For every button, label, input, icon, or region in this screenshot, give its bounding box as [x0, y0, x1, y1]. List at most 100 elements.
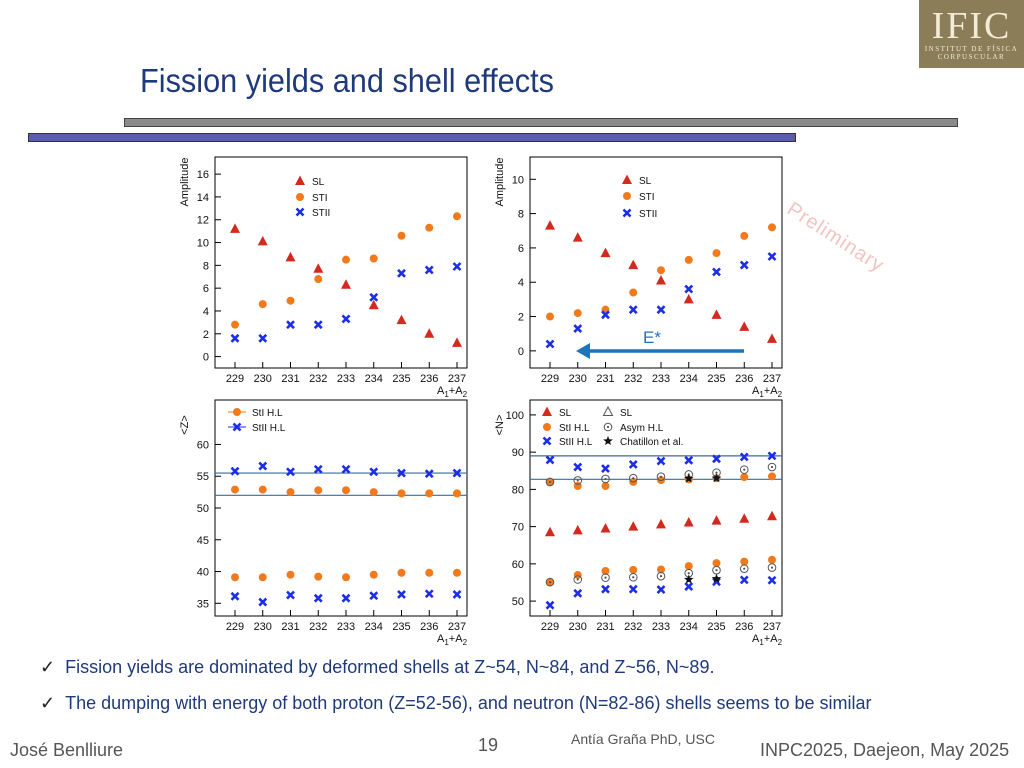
- bullet-2-text: The dumping with energy of both proton (…: [65, 693, 872, 713]
- y-tick-label: 6: [203, 283, 209, 295]
- x-tick-label: 232: [309, 621, 327, 633]
- data-point-stii-high: [712, 454, 721, 464]
- data-point-sti: [258, 300, 267, 309]
- y-tick-label: 55: [197, 471, 209, 483]
- x-tick-label: 231: [281, 621, 299, 633]
- y-tick-label: 60: [197, 439, 209, 451]
- x-tick-label: 229: [541, 621, 559, 633]
- data-point-sti-low: [369, 570, 378, 579]
- x-tick-label: 237: [763, 621, 781, 633]
- legend-label: SL: [559, 408, 572, 419]
- data-point-sti: [425, 223, 434, 232]
- data-point-sti-low: [286, 570, 295, 579]
- x-tick-label: 232: [624, 621, 642, 633]
- data-point-asym-high: [767, 462, 777, 472]
- y-tick-label: 0: [518, 346, 524, 358]
- data-point-sti-high: [453, 489, 461, 498]
- data-point-stii-low: [545, 600, 555, 610]
- data-point-asym-low: [601, 573, 610, 582]
- data-point-sti-low: [601, 566, 610, 575]
- legend-label: SL: [639, 176, 652, 187]
- y-axis-label: <N>: [494, 415, 506, 436]
- data-point-sti: [629, 288, 638, 297]
- data-point-asym-low: [767, 563, 777, 572]
- chart-panel-1: 0 2 4 6 8 10 12 14 16 229 230 231 232 233 234 235 236 237…: [179, 156, 468, 399]
- data-point-sl: [396, 314, 407, 325]
- data-point-sti: [286, 296, 295, 305]
- y-tick-label: 8: [203, 260, 209, 272]
- data-point-asym-high-dot: [632, 477, 635, 480]
- y-axis-label: Amplitude: [179, 158, 191, 207]
- data-point-stii: [230, 333, 240, 343]
- data-point-asym-low: [573, 575, 583, 584]
- data-point-stii-high: [397, 468, 406, 478]
- data-point-stii-high: [628, 460, 638, 469]
- data-point-stii-high: [739, 452, 749, 462]
- legend-marker: [295, 207, 305, 217]
- chart-panel-4: 50 60 70 80 90 100 229 230 231 232 233 234 235 236 237…: [494, 399, 783, 647]
- data-point-sti-low: [573, 571, 582, 580]
- data-point-sti: [546, 312, 554, 321]
- data-point-sti-high: [601, 482, 610, 491]
- data-point-asym-high-dot: [604, 477, 607, 481]
- data-point-stii: [601, 310, 610, 320]
- data-point-stii: [258, 333, 268, 343]
- data-point-stii-low: [230, 591, 240, 601]
- data-point-sti-high: [258, 485, 267, 494]
- data-point-sti-low: [397, 568, 406, 577]
- data-point-stii-low: [369, 591, 379, 601]
- data-point-sti: [453, 212, 461, 221]
- data-point-stii-low: [286, 590, 295, 600]
- data-point-stii-low: [712, 577, 721, 587]
- x-tick-label: 233: [337, 621, 355, 633]
- y-tick-label: 4: [203, 306, 209, 318]
- data-point-sl: [545, 220, 555, 230]
- data-point-stii-low: [628, 584, 638, 594]
- data-point-stii-high: [573, 462, 583, 472]
- data-point-stii: [452, 262, 462, 271]
- data-point-sti: [314, 275, 323, 284]
- data-point-sl: [572, 524, 583, 535]
- y-tick-label: 35: [197, 598, 209, 610]
- data-point-stii: [286, 320, 295, 330]
- data-point-stii: [767, 252, 777, 261]
- logo-sub-text-2: CORPUSCULAR: [937, 53, 1006, 61]
- legend-label: Chatillon et al.: [620, 437, 683, 448]
- data-point-asym-high-dot: [743, 468, 746, 471]
- data-point-stii-high: [601, 464, 610, 473]
- data-point-stii-low: [341, 593, 351, 603]
- data-point-chatillon-high: [684, 473, 694, 483]
- logo-sub-text-1: INSTITUT DE FÍSICA: [924, 45, 1019, 53]
- title-underline-blue: [28, 133, 796, 142]
- legend-label: Asym H.L: [620, 423, 664, 434]
- legend-marker: [603, 422, 613, 432]
- data-point-stii-high: [286, 467, 295, 477]
- legend-label: StII H.L: [252, 423, 286, 434]
- data-point-sti: [740, 231, 749, 240]
- data-point-sti-high: [425, 489, 434, 498]
- y-tick-label: 16: [197, 169, 209, 181]
- y-tick-label: 8: [518, 209, 524, 221]
- x-tick-label: 237: [448, 373, 466, 385]
- bullet-1: ✓ Fission yields are dominated by deforme…: [40, 657, 714, 678]
- data-point-stii-low: [573, 588, 583, 598]
- data-point-sl: [424, 328, 435, 338]
- x-tick-label: 232: [624, 373, 642, 385]
- y-tick-label: 80: [512, 484, 524, 496]
- data-point-stii-high: [656, 456, 666, 466]
- x-axis-label: A1+A2: [752, 633, 783, 647]
- x-tick-label: 237: [763, 373, 781, 385]
- data-point-asym-high: [573, 476, 583, 485]
- y-tick-label: 14: [197, 192, 209, 204]
- data-point-asym-low: [545, 577, 555, 587]
- data-point-asym-high-dot: [548, 480, 552, 484]
- x-tick-label: 236: [735, 373, 753, 385]
- x-tick-label: 236: [420, 373, 438, 385]
- data-point-sti-high: [397, 489, 406, 498]
- data-point-sti: [573, 309, 582, 318]
- data-point-stii: [545, 339, 555, 349]
- data-point-asym-high: [628, 473, 638, 483]
- data-point-stii-low: [452, 589, 462, 599]
